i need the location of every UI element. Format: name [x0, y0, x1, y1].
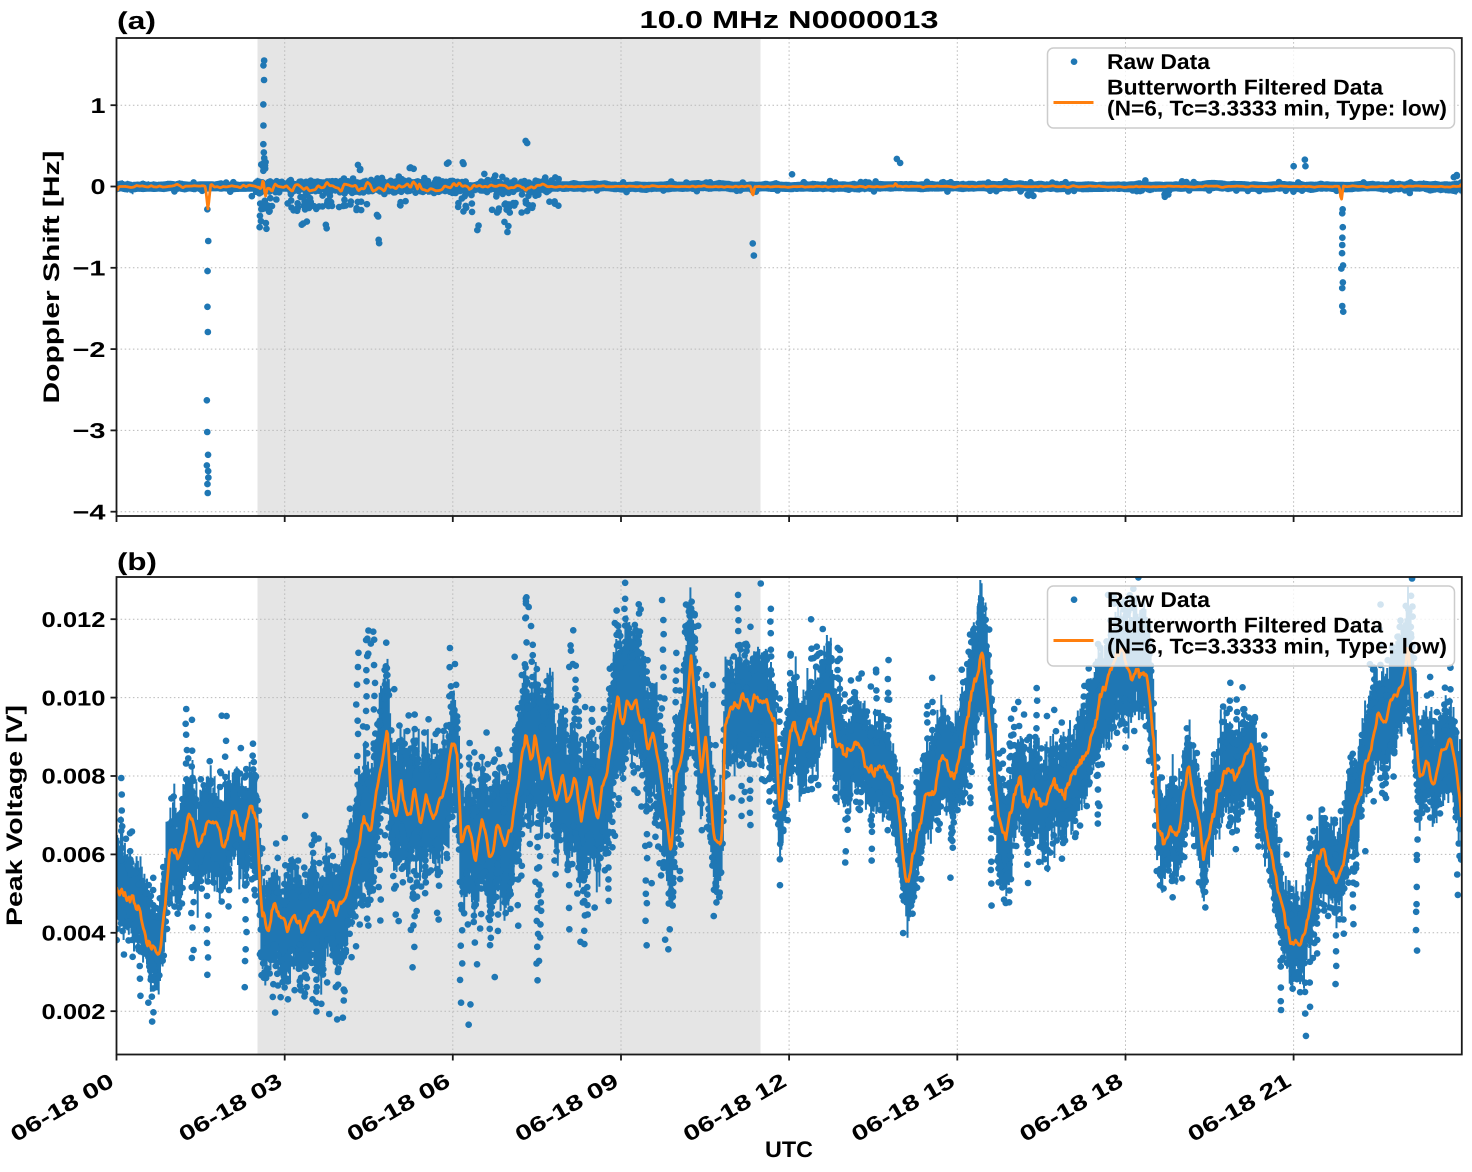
svg-text:0.012: 0.012 [42, 608, 106, 632]
svg-text:Peak Voltage [V]: Peak Voltage [V] [2, 705, 27, 926]
svg-text:0.002: 0.002 [42, 1000, 106, 1024]
svg-text:(a): (a) [117, 8, 156, 35]
svg-text:UTC: UTC [765, 1137, 813, 1162]
svg-text:Doppler Shift [Hz]: Doppler Shift [Hz] [39, 151, 64, 404]
svg-text:(N=6, Tc=3.3333 min, Type: low: (N=6, Tc=3.3333 min, Type: low) [1107, 635, 1447, 659]
svg-text:Butterworth Filtered Data: Butterworth Filtered Data [1107, 76, 1384, 100]
svg-text:0: 0 [91, 175, 106, 199]
svg-text:10.0 MHz N0000013: 10.0 MHz N0000013 [640, 7, 939, 34]
svg-text:(b): (b) [117, 549, 157, 576]
svg-text:0.004: 0.004 [42, 922, 106, 946]
svg-text:−3: −3 [73, 419, 106, 443]
svg-text:Raw Data: Raw Data [1107, 50, 1211, 74]
svg-text:Butterworth Filtered Data: Butterworth Filtered Data [1107, 614, 1384, 638]
svg-text:−4: −4 [73, 500, 106, 524]
svg-text:0.010: 0.010 [42, 686, 106, 710]
svg-text:(N=6, Tc=3.3333 min, Type: low: (N=6, Tc=3.3333 min, Type: low) [1107, 97, 1447, 121]
svg-text:−1: −1 [73, 257, 106, 281]
svg-text:0.008: 0.008 [42, 765, 106, 789]
svg-text:−2: −2 [73, 338, 106, 362]
svg-text:1: 1 [91, 94, 106, 118]
svg-text:Raw Data: Raw Data [1107, 588, 1211, 612]
svg-text:0.006: 0.006 [42, 843, 106, 867]
